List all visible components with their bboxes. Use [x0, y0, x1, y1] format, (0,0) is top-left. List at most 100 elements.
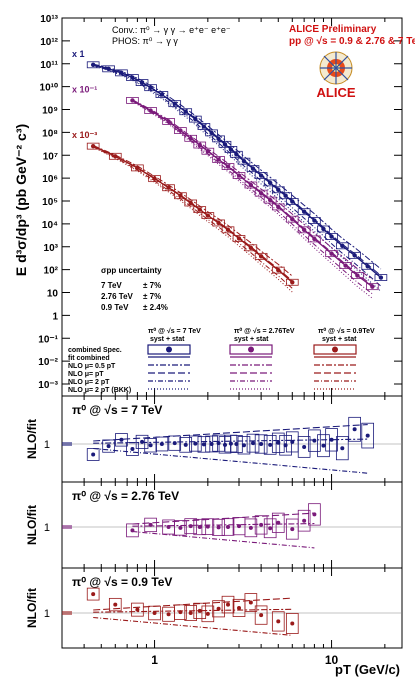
ratio-nlo-curve [93, 597, 293, 611]
ratio-7tev-ylabel: NLO/fit [25, 419, 39, 459]
legend-row-combined: combined Spec. [68, 347, 122, 354]
ratio-point [148, 522, 153, 527]
spectrum-point [276, 267, 281, 273]
spectrum-point [166, 119, 171, 124]
spectrum-error-box [224, 146, 238, 153]
ratio-error-box [148, 605, 161, 621]
ratio-point [140, 439, 145, 444]
series-scale-label: x 1 [72, 49, 85, 59]
ratio-7tev-title: π⁰ @ √s = 7 TeV [72, 403, 162, 417]
spectrum-curve-2-2 [92, 145, 293, 282]
spectrum-error-box [285, 198, 299, 205]
spectrum-error-box [263, 179, 277, 187]
ratio-point [276, 619, 281, 624]
ratio-error-box [184, 518, 198, 535]
ratio-point [113, 602, 118, 607]
spectrum-error-box [212, 135, 225, 143]
ratio-error-box [102, 439, 115, 453]
ratio-error-box [230, 435, 243, 453]
ratio-point [241, 443, 246, 448]
legend-header-7tev-sub: syst + stat [150, 336, 185, 343]
ratio-error-box [86, 587, 100, 601]
uncertainty-value-2: ± 2.4% [143, 303, 168, 312]
ratio-error-box [168, 435, 182, 451]
spectrum-error-box [174, 192, 187, 200]
ratio-error-box [144, 517, 157, 533]
spectrum-point [312, 218, 317, 223]
spectrum-point [365, 264, 370, 269]
ratio-point [268, 442, 273, 447]
ratio-error-box [348, 416, 361, 442]
ratio-point [365, 433, 370, 438]
ratio-point [283, 443, 288, 448]
ratio-point [188, 524, 193, 529]
legend-row-nlo-pt: NLO μ= pT [68, 371, 104, 378]
spectrum-error-box [308, 235, 321, 243]
spectrum-error-box [285, 215, 299, 223]
spectrum-point [340, 243, 345, 249]
ratio-point [91, 452, 96, 457]
legend-marker [332, 346, 338, 353]
spectrum-error-box [184, 134, 198, 142]
ratio-error-box [254, 605, 268, 625]
ratio-error-box [254, 515, 268, 535]
spectrum-point [312, 236, 317, 242]
spectrum-error-box [254, 189, 268, 197]
spectrum-error-box [339, 262, 352, 269]
ratio-point [290, 527, 295, 532]
ratio-nlo-curve [93, 447, 368, 474]
ratio-error-box [155, 436, 169, 452]
spectrum-point [248, 182, 254, 188]
ratio-nlo-curve [93, 424, 368, 442]
spectrum-point [90, 143, 96, 149]
ratio-nlo-curve [93, 608, 293, 613]
y-tick-label: 1 [52, 311, 58, 322]
ratio-nlo-curve [132, 522, 315, 527]
spectrum-point [178, 193, 183, 198]
ratio-error-box [285, 613, 299, 634]
ratio-point [226, 525, 231, 529]
spectrum-error-box [254, 252, 268, 260]
spectrum-error-box [308, 217, 321, 224]
ratio-error-box [244, 518, 258, 538]
legend-header-276tev: π⁰ @ √s = 2.76TeV [234, 327, 295, 335]
ratio-error-box [212, 518, 225, 536]
spectrum-point [290, 199, 295, 204]
spectrum-point [241, 158, 247, 164]
ratio-09tev-tick-1: 1 [44, 608, 50, 620]
spectrum-point [228, 147, 234, 152]
spectrum-points [86, 61, 388, 291]
spectrum-error-box [86, 61, 100, 69]
spectrum-error-box [271, 203, 285, 211]
ratio-error-box [193, 518, 207, 536]
ratio-error-box [193, 602, 207, 619]
ratio-point [340, 446, 345, 451]
ratio-error-box [126, 523, 139, 538]
spectrum-error-box [374, 274, 388, 281]
spectrum-error-box [126, 74, 139, 81]
ratio-point [148, 443, 153, 448]
ratio-point [178, 525, 183, 530]
spectrum-curve-2-3 [92, 146, 293, 289]
spectrum-error-box [174, 127, 187, 134]
spectrum-error-box [148, 175, 161, 183]
ratio-point [130, 447, 135, 452]
spectrum-point [378, 275, 384, 280]
ratio-error-box [86, 448, 100, 461]
legend-marks [147, 344, 357, 390]
spectrum-point [258, 173, 264, 178]
ratio-nlo-curve [93, 616, 293, 636]
series-labels: x 1 x 10⁻¹ x 10⁻³ [72, 49, 97, 140]
ratio-point [216, 606, 221, 611]
spectrum-point [148, 108, 153, 113]
ratio-nlo-curve [93, 438, 368, 444]
spectrum-point [159, 92, 165, 97]
spectrum-error-box [201, 147, 215, 155]
spectrum-point [276, 204, 281, 210]
ratio-error-box [179, 437, 193, 453]
ratio-point [188, 611, 193, 615]
spectrum-point [267, 197, 273, 203]
spectrum-curve-0-3 [93, 65, 382, 287]
uncertainty-energy-2: 0.9 TeV [101, 303, 129, 312]
ratio-error-box [201, 605, 215, 623]
